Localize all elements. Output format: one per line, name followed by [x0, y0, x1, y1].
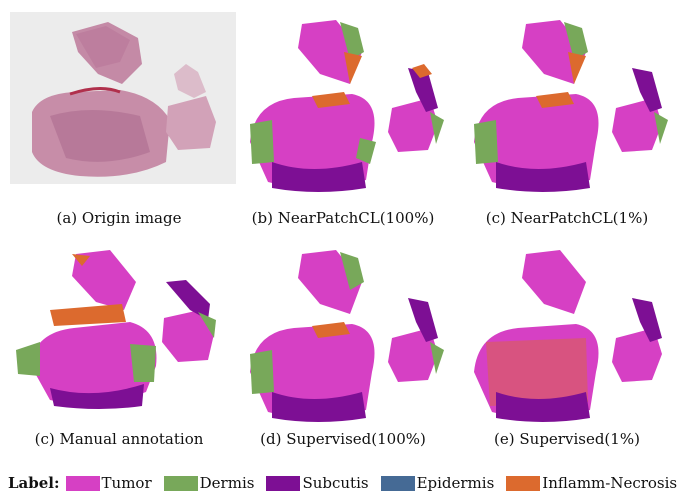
legend-item-tumor: Tumor: [65, 474, 152, 492]
caption-d: (c) Manual annotation: [34, 430, 204, 448]
legend-item-dermis: Dermis: [163, 474, 255, 492]
legend-swatch-epidermis: [380, 475, 415, 491]
panel-origin-image: [10, 12, 236, 198]
caption-c: (c) NearPatchCL(1%): [485, 209, 649, 227]
caption-a: (a) Origin image: [56, 209, 182, 227]
panel-nearpatchcl-1: [456, 12, 682, 198]
segmentation-map: [474, 20, 668, 192]
caption-f: (e) Supervised(1%): [494, 430, 640, 448]
caption-b: (b) NearPatchCL(100%): [251, 209, 435, 227]
legend-item-inflamm-necrosis: Inflamm-Necrosis: [506, 474, 677, 492]
segmentation-map: [250, 250, 444, 422]
segmentation-map: [16, 250, 216, 409]
legend-swatch-dermis: [163, 475, 198, 491]
legend-label-dermis: Dermis: [199, 474, 255, 492]
legend: Label: Tumor Dermis Subcutis Epidermis I…: [8, 472, 688, 494]
legend-swatch-subcutis: [266, 475, 301, 491]
legend-title: Label:: [8, 474, 60, 492]
legend-label-inflamm-necrosis: Inflamm-Necrosis: [542, 474, 678, 492]
caption-e: (d) Supervised(100%): [260, 430, 426, 448]
panel-manual-annotation: [10, 242, 236, 428]
panel-supervised-1: [456, 242, 682, 428]
panel-supervised-100: [232, 242, 458, 428]
legend-swatch-inflamm-necrosis: [506, 475, 541, 491]
legend-item-epidermis: Epidermis: [380, 474, 495, 492]
legend-label-epidermis: Epidermis: [416, 474, 495, 492]
legend-item-subcutis: Subcutis: [266, 474, 369, 492]
segmentation-map: [250, 20, 444, 192]
legend-swatch-tumor: [65, 475, 100, 491]
segmentation-map: [474, 250, 662, 422]
legend-label-subcutis: Subcutis: [302, 474, 369, 492]
panel-nearpatchcl-100: [232, 12, 458, 198]
legend-label-tumor: Tumor: [101, 474, 152, 492]
